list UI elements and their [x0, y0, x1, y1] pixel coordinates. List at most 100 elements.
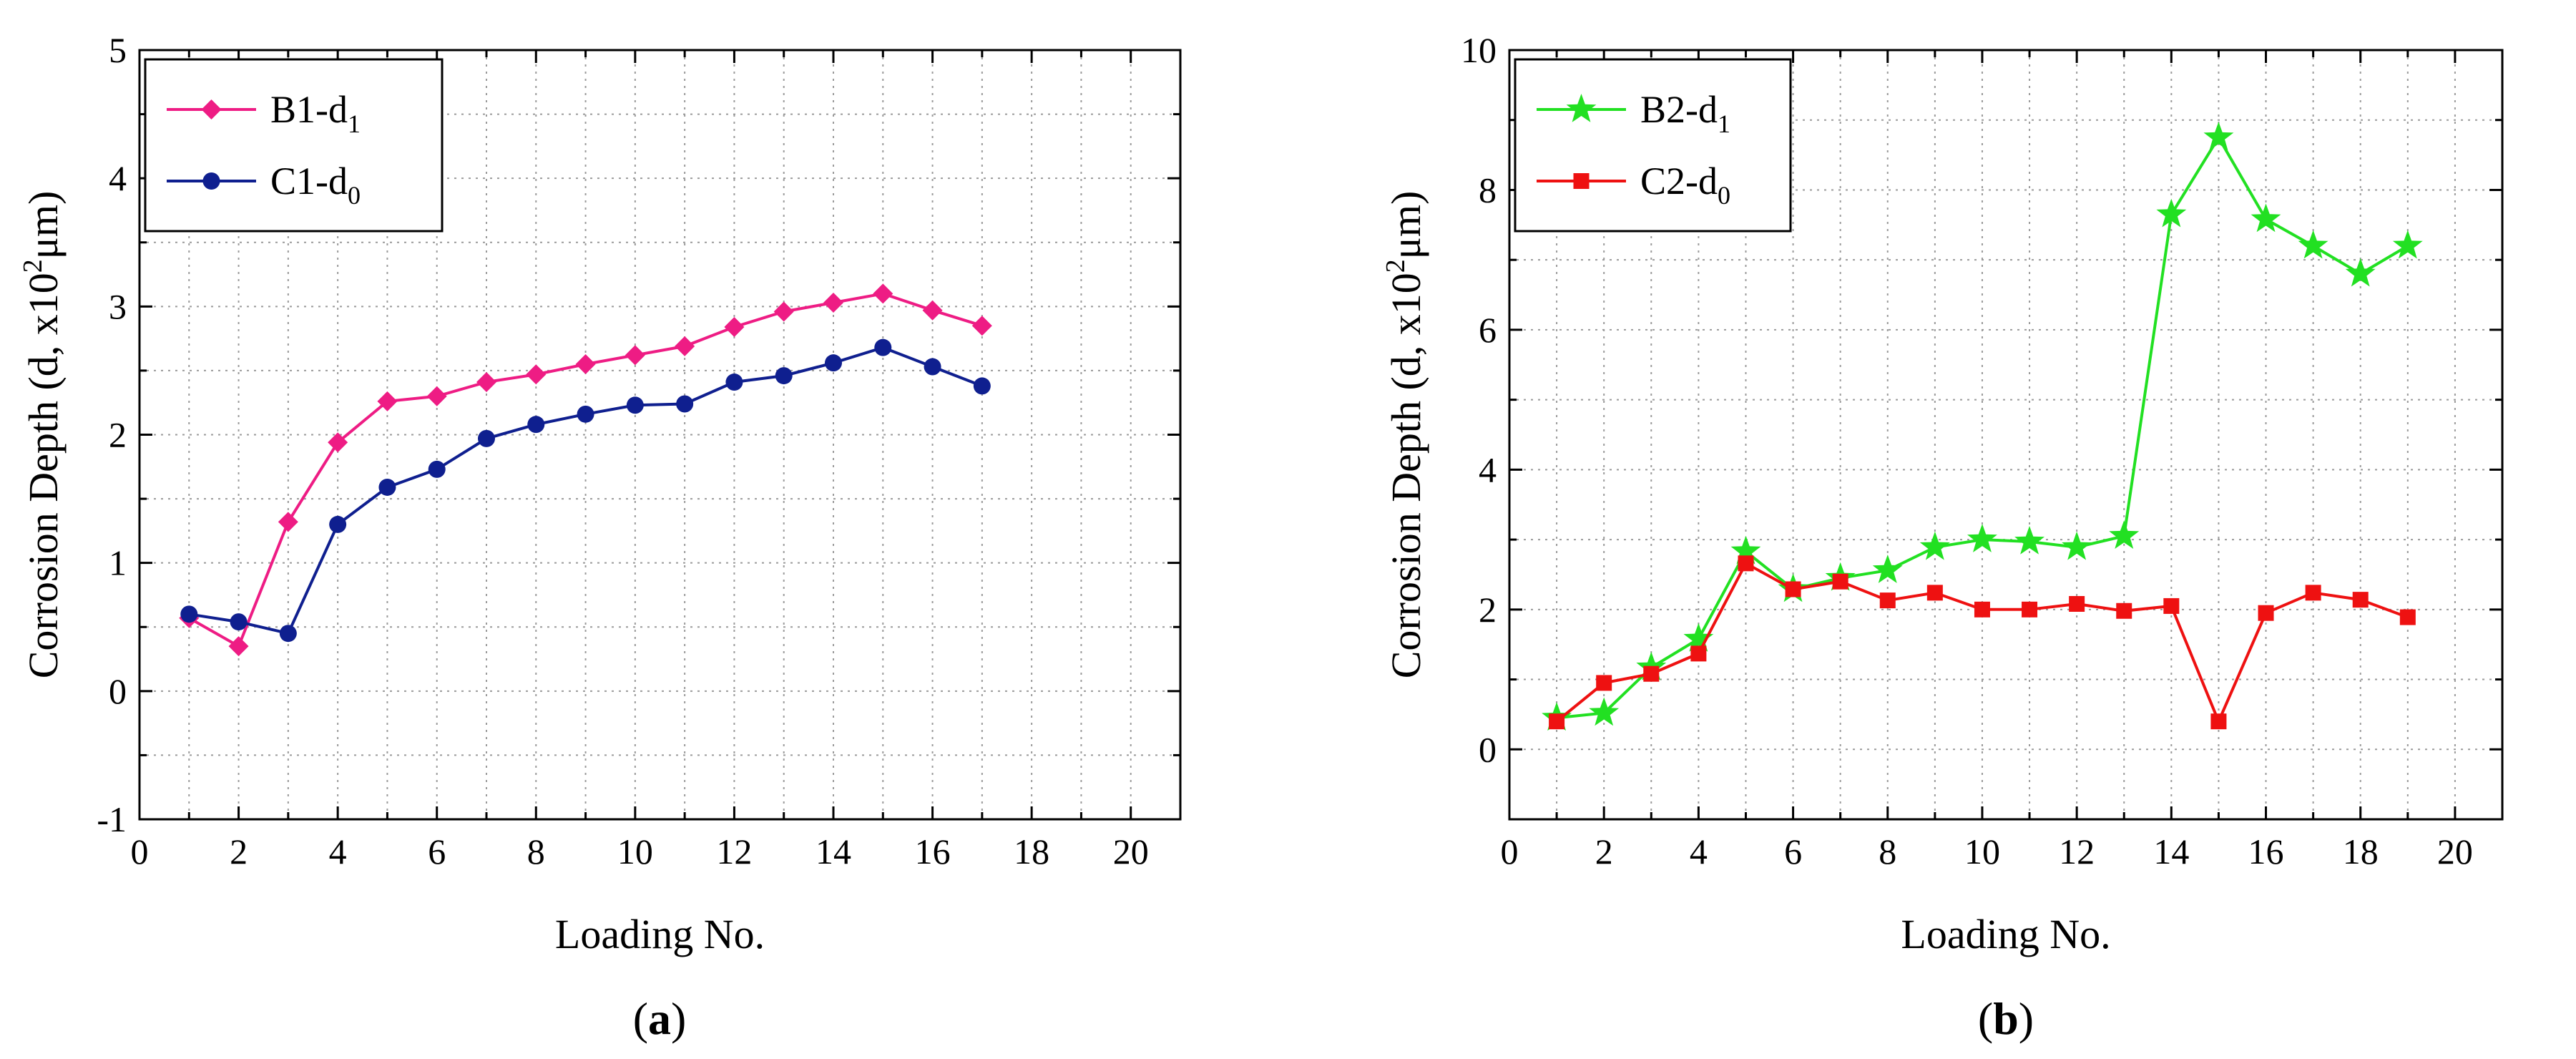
x-tick-label: 0: [1501, 831, 1519, 872]
data-point: [675, 336, 695, 356]
data-point: [2116, 602, 2132, 619]
legend-label: B1-d1: [270, 88, 361, 138]
data-point: [2022, 601, 2038, 618]
legend-label-main: C1-d: [270, 160, 348, 202]
x-tick-label: 4: [1690, 831, 1708, 872]
x-tick-label: 8: [1879, 831, 1896, 872]
x-tick-label: 18: [1014, 831, 1049, 872]
data-point: [2345, 258, 2376, 287]
data-point: [825, 354, 842, 372]
y-tick-label: 2: [109, 415, 127, 455]
y-axis-title-sup: 2: [1381, 259, 1411, 273]
panel-label-letter: a: [648, 993, 671, 1044]
panel-label-close: ): [671, 993, 686, 1044]
x-tick-label: 12: [716, 831, 752, 872]
data-point: [426, 386, 447, 406]
data-point: [1967, 524, 1997, 552]
series-line: [188, 292, 983, 648]
data-point: [1926, 585, 1943, 601]
data-point: [2062, 531, 2092, 560]
data-point: [2109, 520, 2140, 549]
data-point: [1596, 675, 1612, 691]
data-point: [2251, 203, 2281, 233]
data-point: [2156, 198, 2187, 228]
data-point: [973, 377, 991, 395]
x-tick-label: 16: [915, 831, 951, 872]
y-tick-label: 5: [109, 30, 127, 70]
data-point: [1589, 697, 1620, 726]
x-tick-label: 4: [329, 831, 347, 872]
x-tick-label: 18: [2343, 831, 2379, 872]
series-1: [179, 283, 992, 657]
data-point: [823, 292, 843, 313]
data-point: [575, 353, 596, 374]
data-point: [2203, 122, 2234, 150]
data-point: [1974, 601, 1990, 618]
y-axis-title-tail: μm): [20, 191, 67, 260]
data-point: [329, 515, 347, 533]
data-point: [1683, 623, 1714, 652]
series-2: [180, 338, 991, 643]
legend-label-sub: 0: [348, 181, 361, 210]
data-point: [2305, 585, 2321, 601]
data-point: [1730, 535, 1761, 565]
y-axis-title: Corrosion Depth (d, x102μm): [18, 191, 67, 679]
data-point: [2298, 230, 2328, 259]
data-point: [378, 478, 396, 496]
legend-label: B2-d1: [1640, 88, 1730, 138]
data-point: [278, 512, 298, 532]
data-point: [625, 345, 645, 366]
x-tick-label: 14: [2153, 831, 2189, 872]
y-tick-label: 1: [109, 543, 127, 583]
legend-label-main: B2-d: [1640, 88, 1718, 131]
data-point: [1872, 555, 1903, 583]
legend-marker: [1573, 173, 1590, 189]
data-point: [1549, 713, 1565, 730]
data-point: [1879, 592, 1896, 609]
x-tick-label: 6: [1784, 831, 1802, 872]
data-point: [2392, 230, 2423, 259]
legend-label-main: B1-d: [270, 88, 348, 131]
data-point: [971, 316, 992, 336]
data-point: [2210, 713, 2227, 730]
legend-box: [144, 58, 444, 233]
data-point: [478, 429, 495, 447]
y-tick-label: 4: [109, 158, 127, 198]
y-tick-label: 10: [1461, 30, 1497, 70]
data-point: [1919, 531, 1950, 560]
data-point: [2399, 609, 2416, 625]
y-tick-label: 6: [1479, 310, 1497, 350]
x-tick-label: 12: [2059, 831, 2095, 872]
data-point: [328, 432, 348, 453]
data-point: [2163, 597, 2180, 614]
y-axis-title-tail: μm): [1383, 191, 1429, 260]
y-axis-title-main: Corrosion Depth (d, x10: [20, 273, 67, 678]
data-point: [526, 364, 547, 385]
data-point: [626, 396, 644, 414]
y-tick-label: 4: [1479, 449, 1497, 489]
x-tick-label: 6: [428, 831, 446, 872]
x-axis-title: Loading No.: [1901, 911, 2110, 957]
y-tick-label: 2: [1479, 590, 1497, 630]
data-point: [377, 391, 398, 411]
data-point: [2258, 605, 2274, 621]
panel-label-close: ): [2019, 993, 2034, 1044]
x-tick-label: 14: [816, 831, 851, 872]
data-point: [922, 300, 943, 321]
data-point: [773, 301, 794, 322]
plot-frame: [1508, 49, 2504, 821]
data-point: [924, 358, 941, 376]
data-point: [2352, 592, 2369, 608]
legend-marker: [202, 172, 220, 190]
y-axis-title-main: Corrosion Depth (d, x10: [1383, 273, 1429, 678]
legend: B1-d1 C1-d0: [144, 58, 444, 233]
x-axis-title: Loading No.: [555, 911, 765, 957]
y-tick-label: 0: [1479, 729, 1497, 769]
data-point: [476, 372, 496, 393]
legend-label: C2-d0: [1640, 160, 1730, 210]
legend-label-main: C2-d: [1640, 160, 1718, 202]
y-tick-label: 8: [1479, 170, 1497, 210]
x-tick-label: 2: [1595, 831, 1613, 872]
data-point: [1832, 573, 1848, 590]
x-tick-label: 20: [1113, 831, 1149, 872]
